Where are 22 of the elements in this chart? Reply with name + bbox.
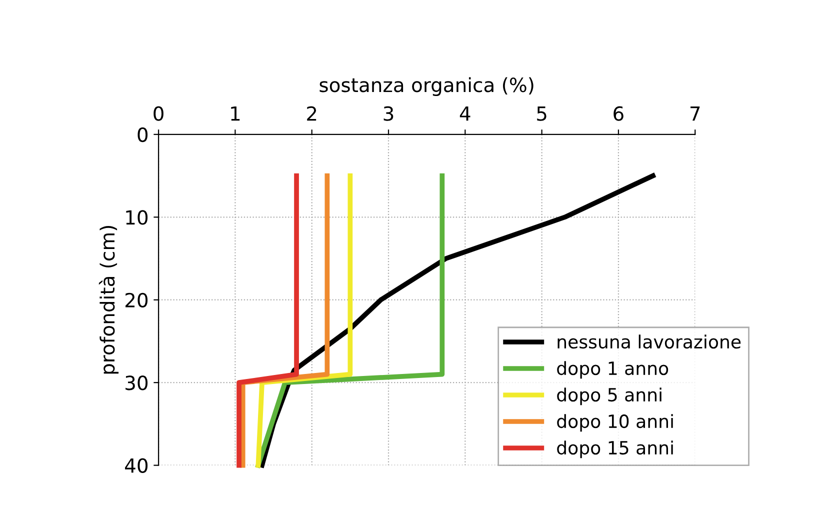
legend-label: dopo 1 anno	[557, 361, 668, 379]
x-tick-label: 6	[614, 106, 624, 121]
x-tick-label: 2	[307, 106, 316, 121]
x-tick-label: 4	[460, 106, 470, 121]
y-tick-label: 40	[125, 458, 148, 473]
legend-label: nessuna lavorazione	[558, 334, 741, 349]
y-tick-label: 20	[125, 292, 148, 308]
x-tick-label: 1	[231, 106, 240, 121]
y-tick-label: 10	[126, 210, 148, 225]
line-series	[236, 173, 299, 468]
y-axis-title: profondità (cm)	[98, 226, 119, 374]
x-tick-label: 0	[154, 106, 164, 121]
y-tick-label: 0	[138, 127, 148, 142]
y-tick-label: 30	[126, 376, 148, 390]
x-tick-label: 5	[537, 106, 546, 121]
x-tick-label: 3	[384, 106, 394, 121]
legend-label: dopo 5 anni	[557, 388, 662, 406]
x-axis-title: sostanza organica (%)	[320, 77, 534, 96]
legend-label: dopo 15 anni	[557, 440, 673, 458]
x-tick-label: 7	[690, 106, 700, 121]
line-series	[256, 173, 445, 468]
legend-label: dopo 10 anni	[557, 414, 673, 432]
